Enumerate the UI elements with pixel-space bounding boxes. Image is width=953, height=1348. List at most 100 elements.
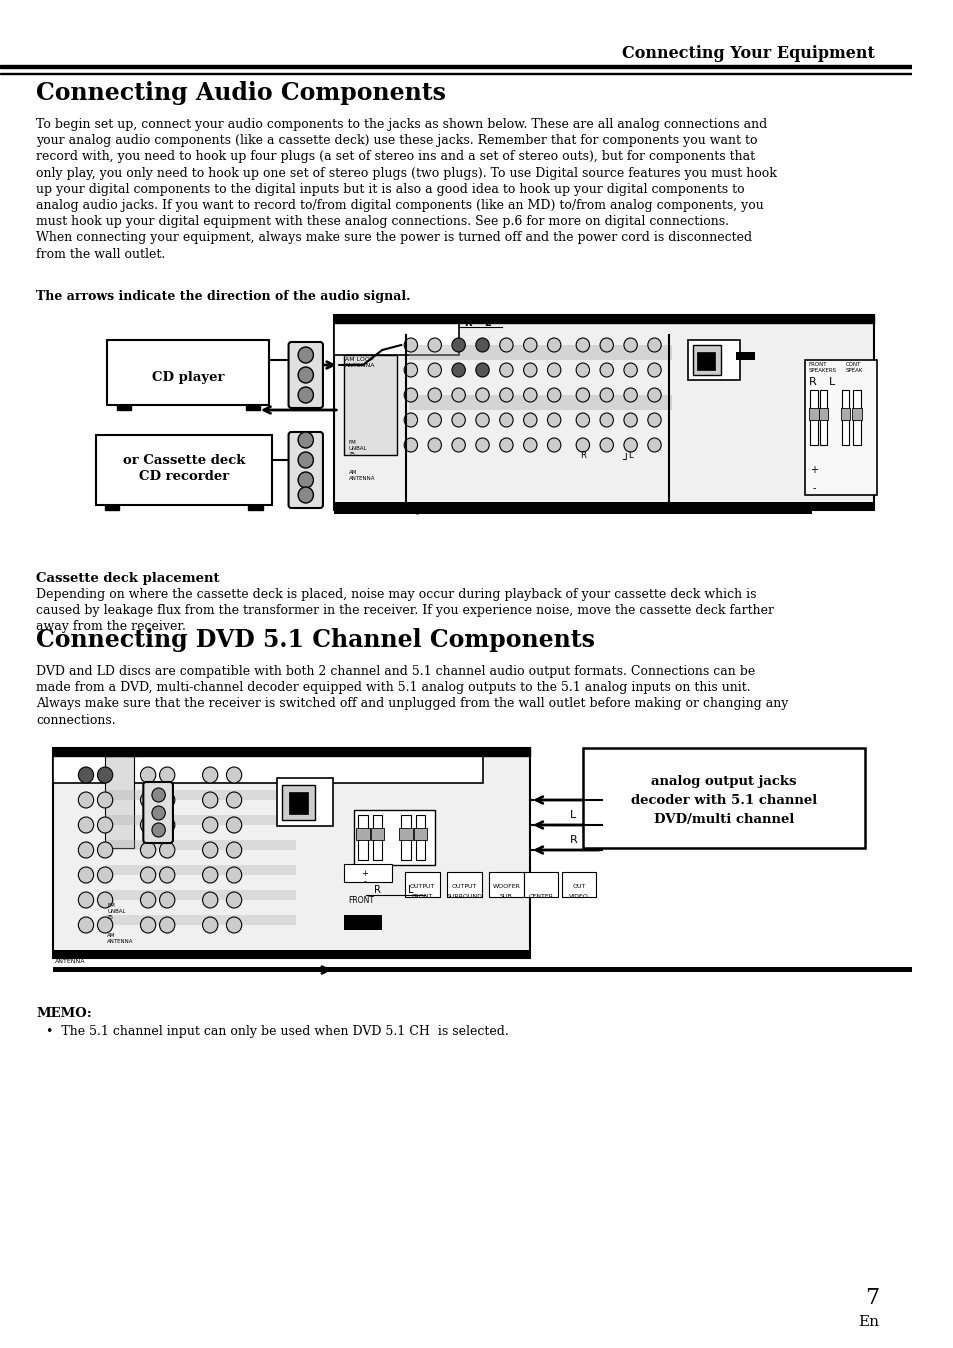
Bar [818, 408, 827, 421]
Bar [414, 828, 427, 840]
Bar [335, 315, 873, 324]
Bar [371, 828, 384, 840]
Bar [52, 950, 530, 958]
Bar [281, 785, 315, 820]
Text: FM
UNBAL
75: FM UNBAL 75 [107, 903, 126, 919]
Bar [105, 915, 295, 925]
Circle shape [152, 789, 165, 802]
Text: -: - [122, 747, 126, 758]
Text: +: + [361, 868, 368, 878]
Text: SURROUND: SURROUND [446, 894, 482, 899]
FancyBboxPatch shape [288, 431, 323, 508]
Circle shape [499, 338, 513, 352]
Bar [582, 748, 863, 848]
Text: When connecting your equipment, always make sure the power is turned off and the: When connecting your equipment, always m… [36, 232, 752, 244]
Text: •  The 5.1 channel input can only be used when DVD 5.1 CH  is selected.: • The 5.1 channel input can only be used… [46, 1024, 508, 1038]
Bar [697, 352, 714, 369]
Bar [116, 404, 131, 410]
Circle shape [547, 388, 560, 402]
Bar [399, 828, 413, 840]
Circle shape [599, 388, 613, 402]
Circle shape [202, 842, 217, 857]
Bar [808, 408, 818, 421]
Text: AM LOOP
ANTENNA: AM LOOP ANTENNA [345, 357, 375, 368]
Circle shape [576, 388, 589, 402]
Bar [523, 872, 558, 896]
Circle shape [159, 817, 174, 833]
Text: AM LOOP
ANTENNA: AM LOOP ANTENNA [55, 953, 86, 964]
Circle shape [599, 438, 613, 452]
Circle shape [404, 363, 417, 377]
Circle shape [647, 388, 660, 402]
Bar [288, 793, 307, 814]
Circle shape [452, 363, 465, 377]
Text: CONT
SPEAK: CONT SPEAK [844, 363, 862, 373]
Circle shape [159, 767, 174, 783]
Circle shape [547, 438, 560, 452]
Circle shape [297, 452, 314, 468]
Text: connections.: connections. [36, 713, 116, 727]
Text: OUT: OUT [572, 884, 585, 888]
Circle shape [476, 363, 489, 377]
Circle shape [140, 817, 155, 833]
Text: SUB: SUB [499, 894, 512, 899]
Circle shape [202, 917, 217, 933]
Circle shape [78, 793, 93, 807]
Bar [561, 872, 596, 896]
Text: R: R [579, 450, 585, 460]
Bar [105, 506, 119, 510]
Text: Always make sure that the receiver is switched off and unplugged from the wall o: Always make sure that the receiver is sw… [36, 697, 788, 710]
Circle shape [202, 892, 217, 909]
Circle shape [623, 438, 637, 452]
Text: AM
ANTENNA: AM ANTENNA [349, 470, 375, 481]
Circle shape [140, 917, 155, 933]
Circle shape [647, 438, 660, 452]
FancyBboxPatch shape [143, 782, 172, 842]
Circle shape [226, 842, 241, 857]
Text: FRONT
SPEAKERS: FRONT SPEAKERS [807, 363, 836, 373]
Circle shape [404, 438, 417, 452]
Circle shape [599, 412, 613, 427]
Circle shape [159, 867, 174, 883]
Circle shape [226, 867, 241, 883]
Bar [107, 340, 269, 404]
Circle shape [202, 867, 217, 883]
Circle shape [476, 338, 489, 352]
Text: OUTPUT: OUTPUT [451, 884, 476, 888]
Text: Cassette deck placement: Cassette deck placement [36, 572, 219, 585]
Circle shape [452, 338, 465, 352]
Text: MEMO:: MEMO: [36, 1007, 91, 1020]
Circle shape [297, 487, 314, 503]
Circle shape [78, 867, 93, 883]
Circle shape [623, 338, 637, 352]
Bar [416, 816, 425, 860]
Bar [0, 73, 910, 74]
Text: FRONT: FRONT [411, 894, 433, 899]
Text: away from the receiver.: away from the receiver. [36, 620, 186, 634]
Circle shape [226, 817, 241, 833]
Bar [358, 816, 368, 860]
Circle shape [576, 363, 589, 377]
FancyBboxPatch shape [288, 342, 323, 408]
Circle shape [152, 806, 165, 820]
Text: VIDEO: VIDEO [569, 894, 588, 899]
Bar [840, 408, 849, 421]
Circle shape [499, 388, 513, 402]
Bar [105, 840, 295, 851]
Text: L: L [628, 450, 632, 460]
Text: DVD/multi channel: DVD/multi channel [653, 813, 793, 826]
Text: analog audio jacks. If you want to record to/from digital components (like an MD: analog audio jacks. If you want to recor… [36, 200, 763, 212]
Circle shape [428, 438, 441, 452]
Circle shape [547, 412, 560, 427]
Text: -: - [363, 878, 366, 887]
Circle shape [78, 842, 93, 857]
Circle shape [202, 793, 217, 807]
Bar [105, 790, 295, 799]
Text: FRONT: FRONT [349, 896, 375, 905]
Circle shape [599, 363, 613, 377]
Text: En: En [857, 1316, 878, 1329]
Bar [52, 967, 911, 972]
Circle shape [140, 767, 155, 783]
Circle shape [78, 767, 93, 783]
Text: from the wall outlet.: from the wall outlet. [36, 248, 166, 260]
